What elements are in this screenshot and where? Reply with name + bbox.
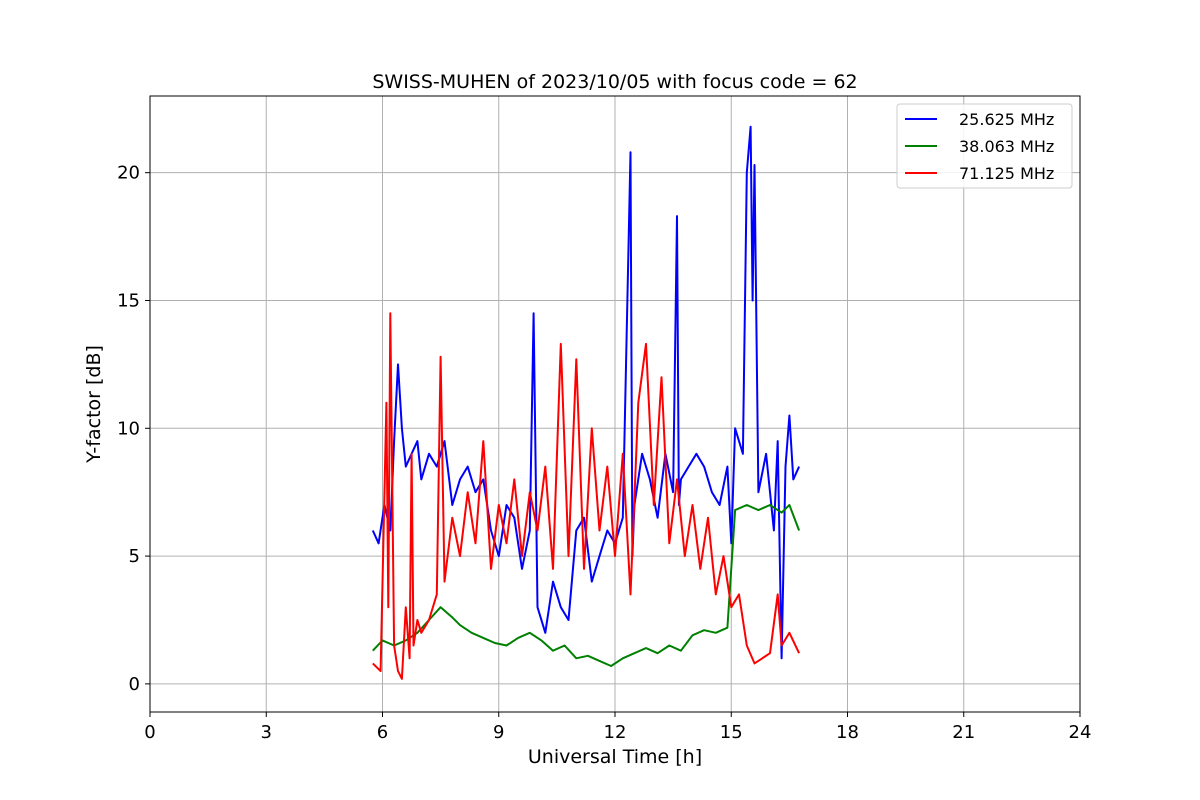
x-tick-label: 18 — [836, 722, 859, 743]
legend-box — [896, 103, 1073, 189]
x-tick-label: 6 — [377, 722, 388, 743]
x-tick-label: 3 — [261, 722, 272, 743]
x-tick-label: 9 — [493, 722, 504, 743]
y-axis-label: Y-factor [dB] — [83, 345, 105, 464]
x-tick-label: 21 — [952, 722, 975, 743]
x-tick-label: 15 — [720, 722, 743, 743]
legend: 25.625 MHz 38.063 MHz 71.125 MHz — [896, 103, 1073, 189]
y-tick-label: 0 — [129, 674, 140, 695]
series-line-3 — [372, 312, 801, 680]
legend-label: 25.625 MHz — [959, 110, 1054, 129]
series-line-1 — [371, 125, 801, 660]
x-tick-label: 0 — [144, 722, 155, 743]
y-tick-label: 10 — [117, 418, 140, 439]
y-tick-label: 15 — [117, 290, 140, 311]
x-tick-label: 24 — [1069, 722, 1092, 743]
series-line-2 — [372, 504, 801, 667]
ticks: 0 3 6 9 12 15 18 21 24 0 5 10 15 20 — [117, 163, 1091, 743]
legend-label: 38.063 MHz — [959, 137, 1054, 156]
legend-label: 71.125 MHz — [959, 164, 1054, 183]
y-tick-label: 5 — [129, 546, 140, 567]
x-axis-label: Universal Time [h] — [528, 746, 702, 768]
series-layer — [371, 125, 801, 680]
chart-title: SWISS-MUHEN of 2023/10/05 with focus cod… — [372, 71, 857, 93]
y-tick-label: 20 — [117, 163, 140, 184]
x-tick-label: 12 — [604, 722, 627, 743]
